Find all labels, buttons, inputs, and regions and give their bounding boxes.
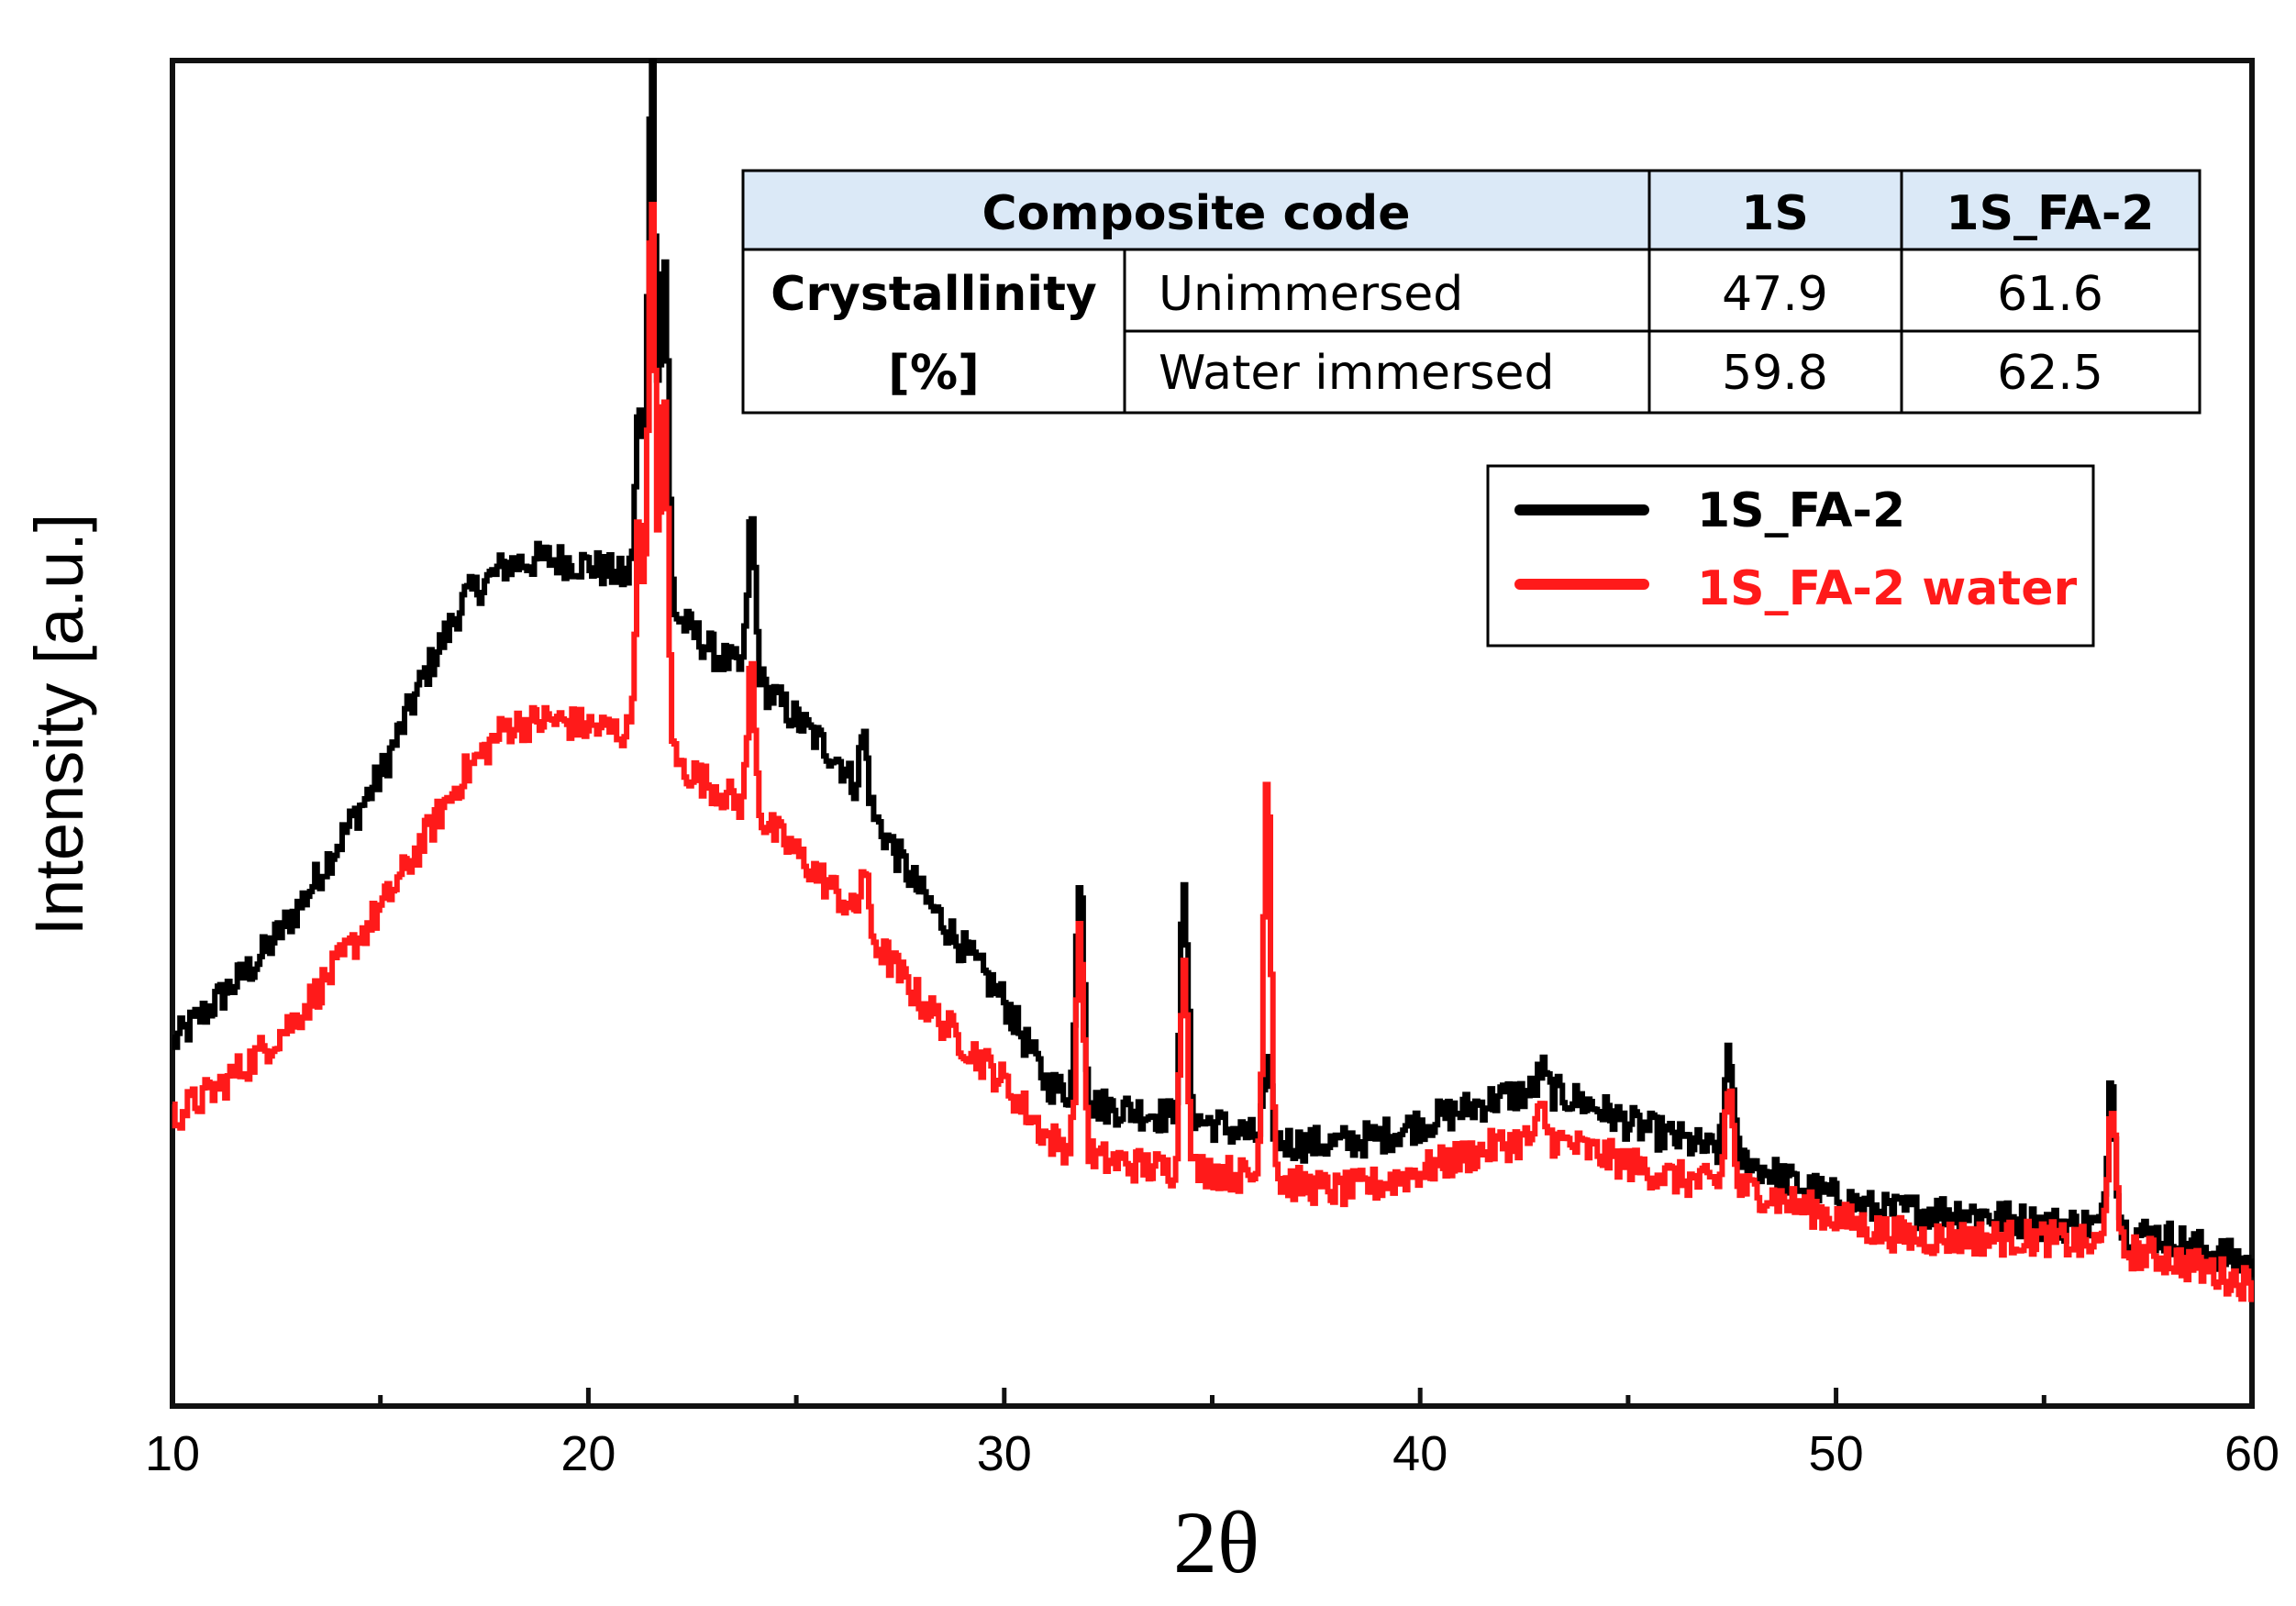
table-row-label-unit: [%] bbox=[888, 346, 980, 401]
x-tick-label: 30 bbox=[977, 1426, 1032, 1481]
crystallinity-table: Composite code 1S 1S_FA-2 Crystallinity … bbox=[741, 169, 2202, 415]
legend-box bbox=[1486, 464, 2095, 648]
x-axis-ticks: 10 20 30 40 50 60 bbox=[145, 1388, 2279, 1481]
table-header-1s-fa-2: 1S_FA-2 bbox=[1946, 186, 2154, 241]
x-tick-label: 50 bbox=[1809, 1426, 1864, 1481]
table-header-row bbox=[743, 171, 2200, 249]
legend: 1S_FA-2 1S_FA-2 water bbox=[1486, 464, 2095, 648]
x-tick-label: 60 bbox=[2224, 1426, 2279, 1481]
legend-label-1s-fa-2: 1S_FA-2 bbox=[1697, 483, 1905, 538]
table-cell-1s-unimmersed: 47.9 bbox=[1722, 267, 1828, 322]
x-tick-label: 40 bbox=[1392, 1426, 1447, 1481]
table-cell-1s-fa-2-water: 62.5 bbox=[1997, 346, 2103, 401]
x-tick-label: 10 bbox=[145, 1426, 200, 1481]
table-cell-1s-water: 59.8 bbox=[1722, 346, 1828, 401]
y-axis-label: Intensity [a.u.] bbox=[21, 514, 97, 936]
table-cell-1s-fa-2-unimmersed: 61.6 bbox=[1997, 267, 2103, 322]
table-header-composite-code: Composite code bbox=[982, 186, 1410, 241]
legend-label-1s-fa-2-water: 1S_FA-2 water bbox=[1697, 561, 2078, 616]
table-cell-condition-water: Water immersed bbox=[1159, 346, 1554, 401]
table-header-1s: 1S bbox=[1741, 186, 1809, 241]
series-line-1s-fa-2 bbox=[172, 59, 2255, 1278]
x-axis-label: 2θ bbox=[1173, 1493, 1259, 1591]
x-tick-label: 20 bbox=[560, 1426, 616, 1481]
table-border bbox=[741, 169, 2202, 415]
series-line-1s-fa-2-water bbox=[172, 202, 2255, 1302]
table-row-label: Crystallinity bbox=[771, 267, 1097, 322]
table-cell-condition-unimmersed: Unimmersed bbox=[1159, 267, 1463, 322]
